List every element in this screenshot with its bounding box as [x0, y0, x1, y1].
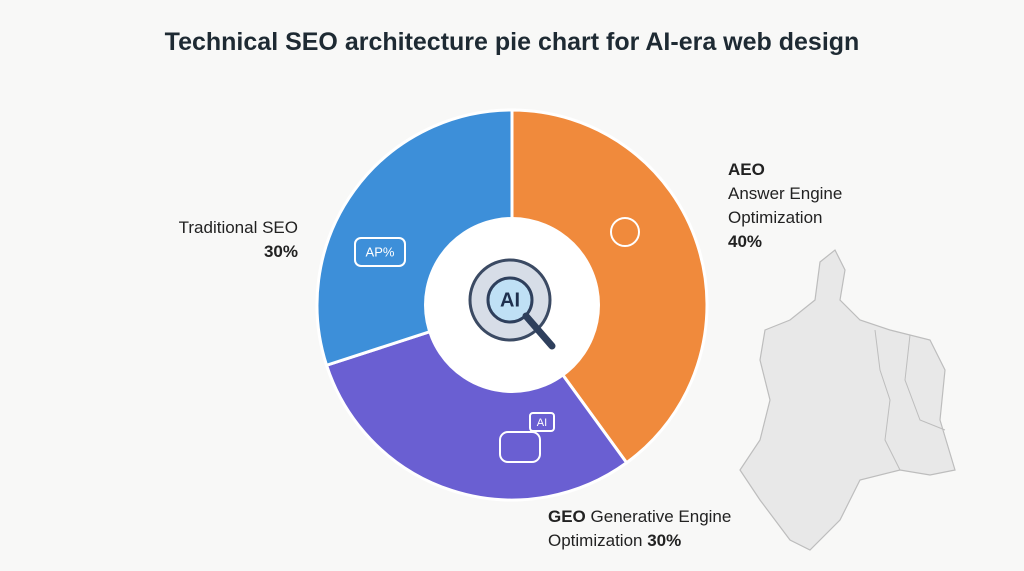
value-label: 30%	[647, 531, 682, 550]
bubble-icon	[354, 237, 406, 267]
magnifier-icon	[486, 276, 534, 324]
slice-label: Traditional SEO 30%	[140, 216, 298, 264]
description: Answer Engine Optimization	[728, 184, 843, 227]
chart-title: Technical SEO architecture pie chart for…	[164, 28, 860, 56]
map-decoration	[739, 249, 956, 551]
slice-label: AEO Answer Engine Optimization 40%	[728, 158, 878, 254]
magnifier-handle	[522, 312, 556, 350]
value-label: 30%	[263, 242, 298, 261]
robot-icon	[499, 431, 541, 463]
icon-text: AI	[537, 417, 547, 429]
map-border	[874, 329, 946, 471]
center-label: AI	[500, 289, 520, 311]
icon-text: AP%	[366, 244, 395, 259]
slice-label: GEO Generative Engine Optimization 30%	[548, 505, 768, 553]
value-label: 40%	[728, 232, 763, 251]
robot-bubble	[529, 412, 555, 432]
category: AEO	[728, 160, 765, 179]
voice-icon	[610, 217, 640, 247]
slice	[510, 108, 709, 465]
description: Generative Engine Optimization	[548, 507, 732, 550]
category: GEO	[548, 507, 586, 526]
slice	[324, 303, 629, 502]
category: Traditional SEO	[178, 218, 298, 237]
